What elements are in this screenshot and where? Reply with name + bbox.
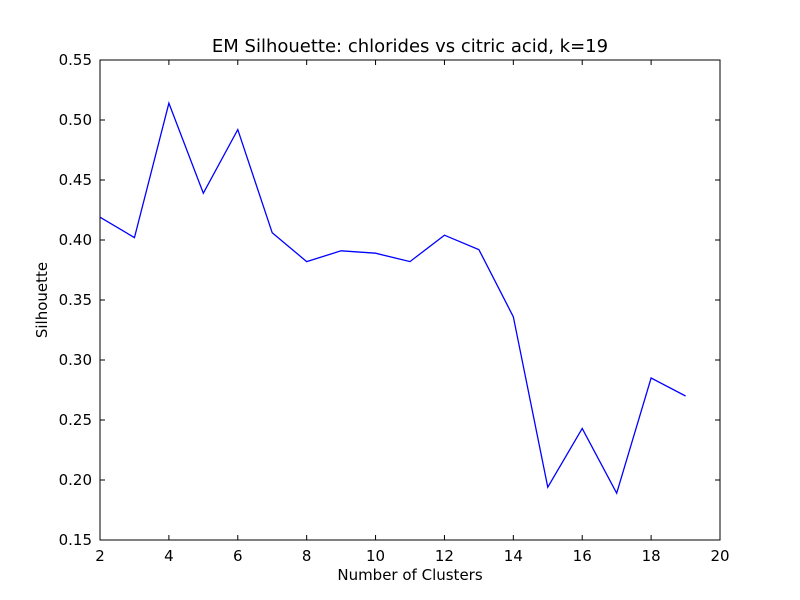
plot-area: 2 4 6 8 10 12 14 16 18 20 0.15 0.20 0.25 0.30 0.35 0.40… <box>59 51 730 565</box>
y-tick-label: 0.55 <box>59 51 92 69</box>
x-tick-label: 6 <box>233 547 243 565</box>
x-tick-label: 14 <box>504 547 523 565</box>
axes-frame <box>99 59 721 541</box>
x-axis-label: Number of Clusters <box>337 566 482 584</box>
x-tick-label: 10 <box>366 547 385 565</box>
x-tick-label: 4 <box>164 547 174 565</box>
y-tick-label: 0.20 <box>59 471 92 489</box>
y-tick-label: 0.40 <box>59 231 92 249</box>
y-tick-label: 0.45 <box>59 171 92 189</box>
x-tick-label: 20 <box>710 547 729 565</box>
x-tick-label: 18 <box>642 547 661 565</box>
x-tick-label: 16 <box>573 547 592 565</box>
y-tick-label: 0.50 <box>59 111 92 129</box>
chart-title: EM Silhouette: chlorides vs citric acid,… <box>212 36 608 57</box>
y-tick-label: 0.15 <box>59 531 92 549</box>
y-tick-label: 0.25 <box>59 411 92 429</box>
series-line-1 <box>99 101 686 495</box>
y-tick-label: 0.35 <box>59 291 92 309</box>
x-tick-label: 12 <box>435 547 454 565</box>
y-tick-label: 0.30 <box>59 351 92 369</box>
x-tick-label: 8 <box>302 547 312 565</box>
y-axis-label: Silhouette <box>33 262 51 338</box>
x-tick-label: 2 <box>95 547 105 565</box>
